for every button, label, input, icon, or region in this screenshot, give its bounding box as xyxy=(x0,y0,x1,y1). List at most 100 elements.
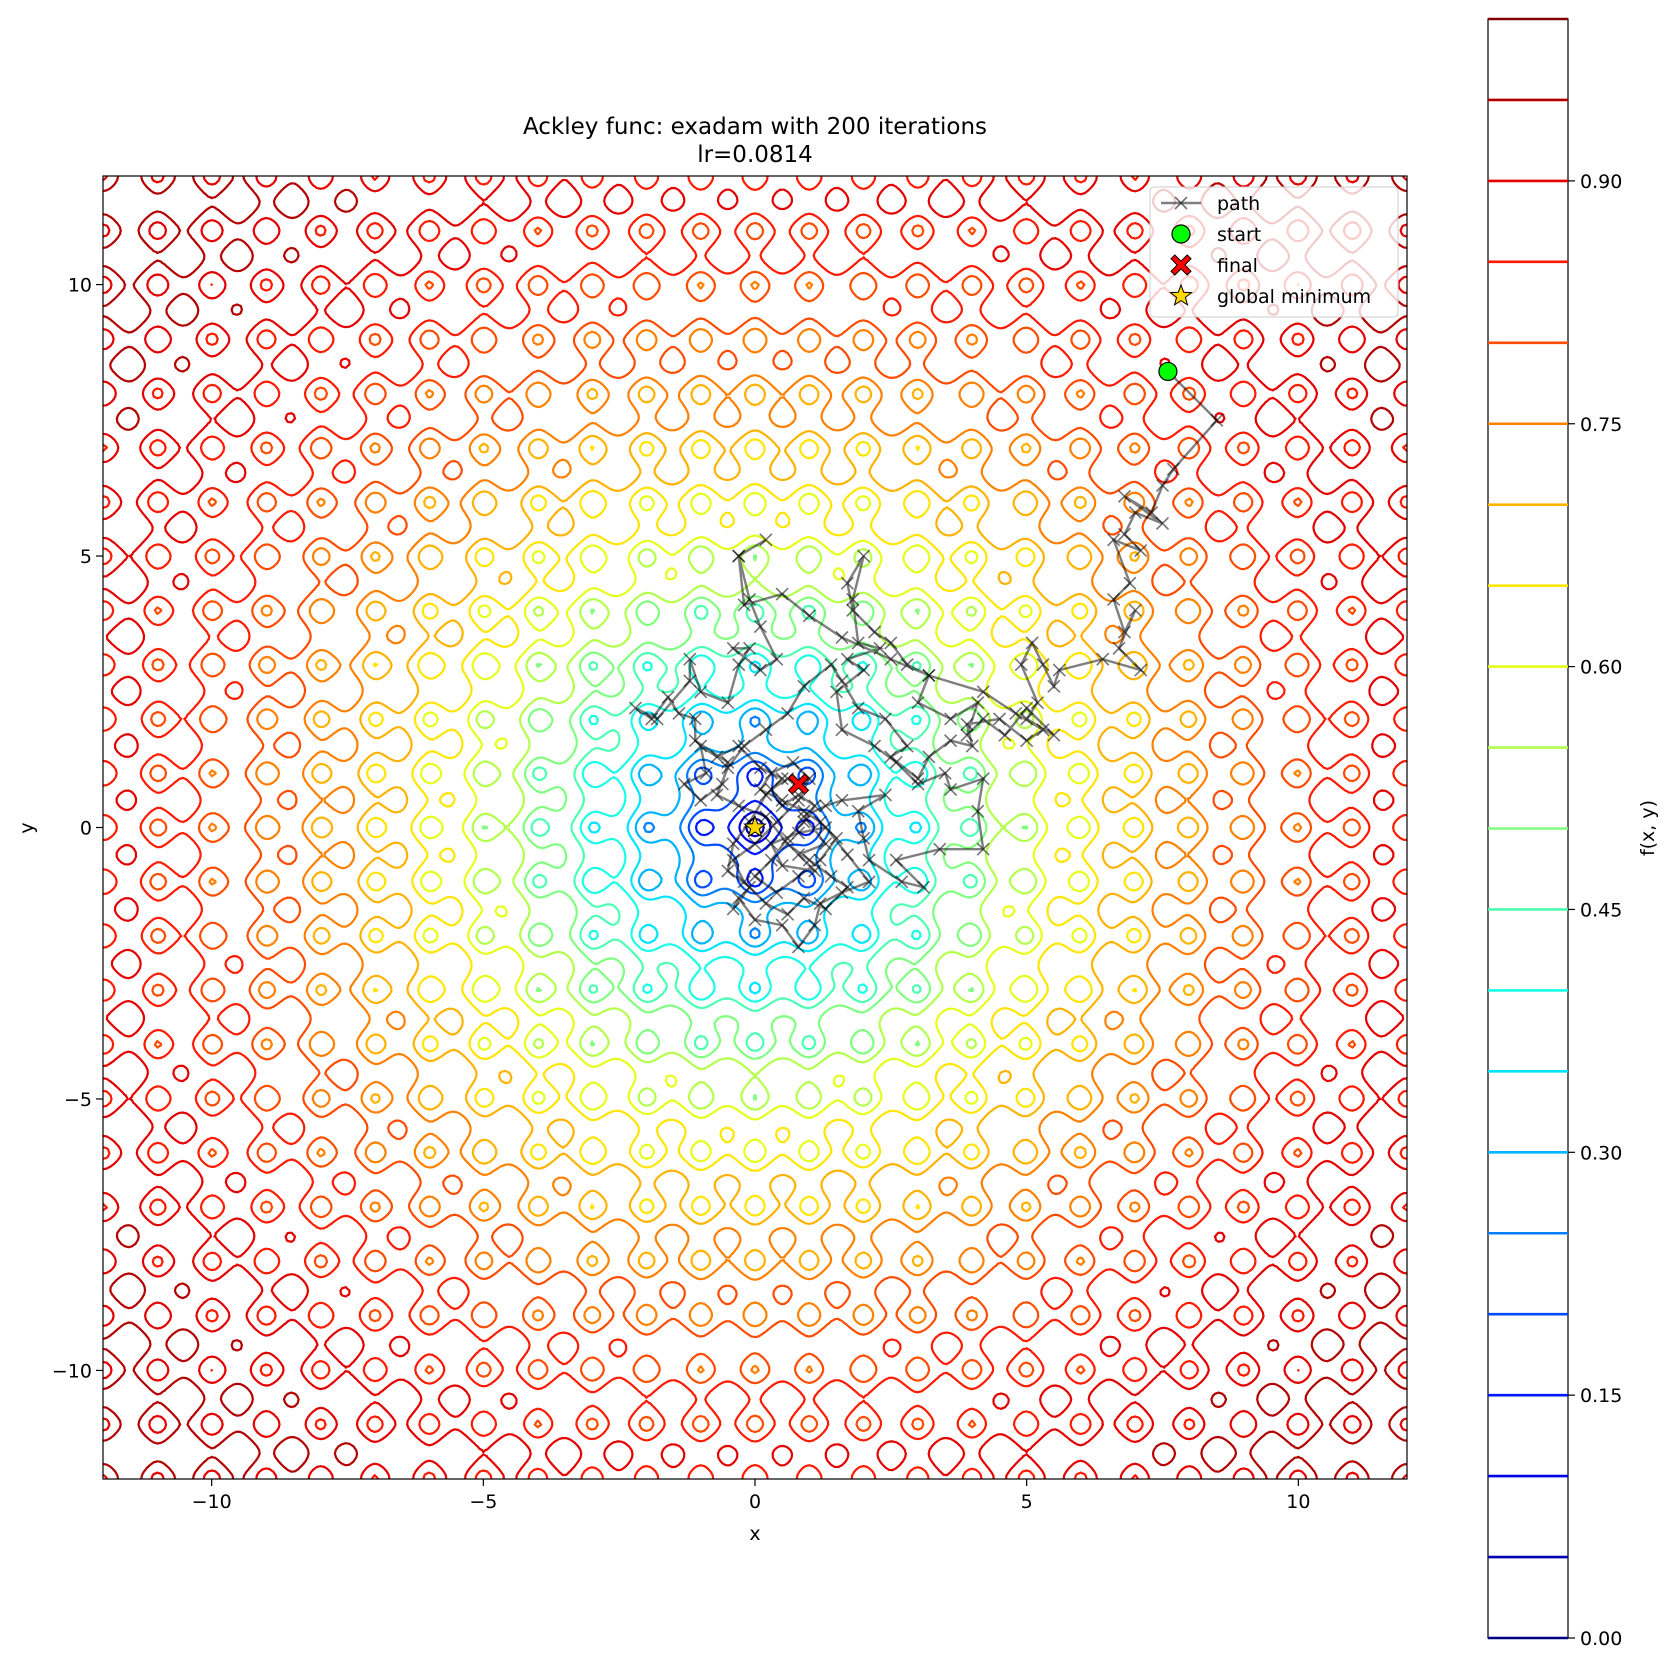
contour-level-0.80 xyxy=(148,221,1362,1434)
path-point-77 xyxy=(808,918,822,932)
path-point-37 xyxy=(846,603,860,617)
y-tick-label: 10 xyxy=(68,275,92,297)
y-tick-label: 0 xyxy=(80,818,92,840)
path-point-144 xyxy=(737,739,751,753)
path-point-41 xyxy=(851,636,865,650)
path-point-123 xyxy=(884,652,898,666)
path-point-55 xyxy=(933,842,947,856)
contour-level-0.85 xyxy=(103,176,1407,1479)
x-axis-ticks: −10 −5 0 5 10 xyxy=(192,1479,1310,1513)
path-point-24 xyxy=(1020,712,1034,726)
path-point-158 xyxy=(726,853,740,867)
path-point-38 xyxy=(840,576,854,590)
path-point-46 xyxy=(835,723,849,737)
path-point-39 xyxy=(857,549,871,563)
path-point-146 xyxy=(710,788,724,802)
path-point-54 xyxy=(976,842,990,856)
path-point-137 xyxy=(878,712,892,726)
special-markers xyxy=(743,361,1178,838)
path-point-15 xyxy=(1112,641,1126,655)
path-point-136 xyxy=(900,739,914,753)
path-point-4 xyxy=(1145,506,1159,520)
contour-level-0.55 xyxy=(471,544,1039,1111)
path-point-67 xyxy=(791,848,806,862)
path-point-93 xyxy=(699,766,713,780)
path-point-156 xyxy=(759,896,773,911)
path-point-160 xyxy=(770,815,784,829)
path-point-79 xyxy=(775,918,789,932)
legend-final-marker xyxy=(1170,254,1192,276)
path-point-90 xyxy=(732,739,746,753)
path-point-50 xyxy=(938,766,952,780)
contour-level-0.70 xyxy=(310,383,1200,1272)
path-point-103 xyxy=(628,701,643,715)
colorbar-tick-label: 0.75 xyxy=(1580,414,1622,436)
contour-level-0.25 xyxy=(643,715,867,940)
path-point-163 xyxy=(786,755,800,769)
path-point-12 xyxy=(1107,592,1121,607)
path-point-31 xyxy=(944,712,958,726)
path-point-56 xyxy=(889,853,903,867)
path-point-166 xyxy=(775,793,789,807)
path-point-18 xyxy=(1052,663,1066,677)
colorbar-label: f(x, y) xyxy=(1637,800,1659,856)
path-point-153 xyxy=(819,902,833,916)
path-point-119 xyxy=(737,598,751,612)
path-point-96 xyxy=(715,777,729,791)
path-point-155 xyxy=(781,907,795,921)
path-point-134 xyxy=(911,772,925,786)
path-point-148 xyxy=(759,810,773,824)
path-point-16 xyxy=(1134,663,1148,677)
path-point-128 xyxy=(1020,734,1034,748)
colorbar-tick-label: 0.15 xyxy=(1580,1385,1622,1407)
path-point-73 xyxy=(840,848,854,862)
legend-label-start: start xyxy=(1217,224,1261,246)
x-tick-label: −10 xyxy=(192,1491,232,1513)
path-point-62 xyxy=(878,788,892,802)
path-point-51 xyxy=(944,782,958,797)
path-point-114 xyxy=(753,620,767,634)
path-point-74 xyxy=(862,875,876,889)
path-point-164 xyxy=(764,766,778,780)
path-point-99 xyxy=(688,712,702,726)
path-point-34 xyxy=(900,658,914,672)
path-point-102 xyxy=(645,712,659,726)
path-point-107 xyxy=(694,685,708,699)
path-point-80 xyxy=(748,913,762,927)
path-point-88 xyxy=(775,772,789,786)
path-point-131 xyxy=(965,739,979,753)
y-tick-label: −10 xyxy=(52,1360,92,1382)
path-point-85 xyxy=(726,837,740,851)
path-point-142 xyxy=(781,706,795,721)
path-point-10 xyxy=(1107,533,1121,547)
path-point-70 xyxy=(764,837,778,851)
path-point-59 xyxy=(862,853,876,867)
path-point-125 xyxy=(976,685,990,699)
contour-level-0.50 xyxy=(481,554,1029,1101)
path-point-19 xyxy=(1047,679,1061,693)
start-marker xyxy=(1158,361,1178,382)
path-point-175 xyxy=(781,831,795,845)
legend-label-global-minimum: global minimum xyxy=(1217,286,1371,308)
path-point-58 xyxy=(895,875,909,889)
legend-start-marker xyxy=(1171,224,1191,244)
path-point-112 xyxy=(753,663,767,677)
path-point-13 xyxy=(1117,625,1132,639)
path-point-94 xyxy=(677,777,691,791)
path-point-172 xyxy=(770,886,784,900)
path-point-127 xyxy=(1036,723,1050,737)
path-point-159 xyxy=(748,837,762,851)
path-point-121 xyxy=(802,609,816,623)
path-point-113 xyxy=(770,652,784,666)
path-point-5 xyxy=(1117,489,1132,503)
path-point-118 xyxy=(732,549,746,563)
contour-level-0.10 xyxy=(738,810,772,845)
x-tick-label: 10 xyxy=(1286,1491,1310,1513)
path-point-126 xyxy=(1009,706,1023,721)
x-tick-label: 5 xyxy=(1021,1491,1033,1513)
path-point-22 xyxy=(1014,658,1028,672)
path-point-133 xyxy=(922,750,936,764)
path-point-149 xyxy=(781,837,795,851)
x-tick-label: 0 xyxy=(749,1491,761,1513)
colorbar-tick-label: 0.30 xyxy=(1580,1142,1622,1164)
